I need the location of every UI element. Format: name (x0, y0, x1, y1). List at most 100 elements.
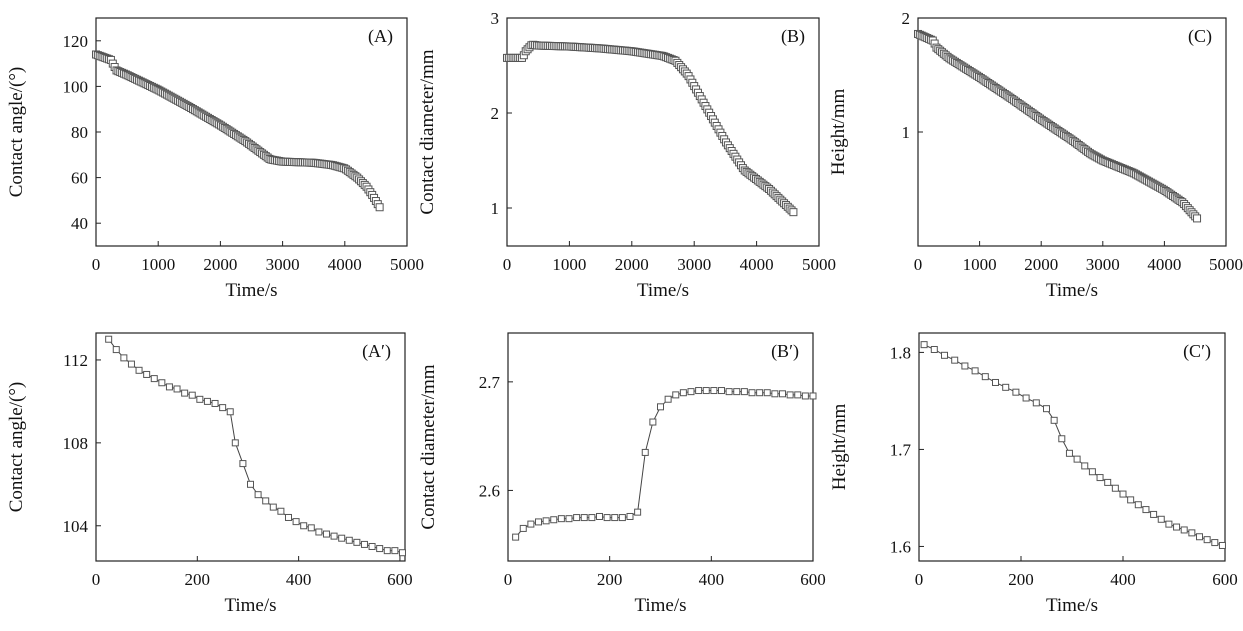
data-point (641, 448, 649, 456)
data-point (105, 335, 113, 343)
data-point (930, 345, 938, 353)
data-point (1088, 468, 1096, 476)
y-tick-label: 1 (902, 123, 911, 142)
chart-panel-b: 0 1000 2000 3000 4000 5000 1 2 3 Time/s Contact di… (417, 9, 836, 301)
data-point (360, 540, 368, 548)
data-point (687, 388, 695, 396)
y-tick-label: 120 (63, 32, 89, 51)
data-point (679, 389, 687, 397)
y-axis-title: Height/mm (829, 404, 850, 491)
data-point (1188, 529, 1196, 537)
data-point (771, 390, 779, 398)
data-point (219, 404, 227, 412)
data-point (603, 514, 611, 522)
y-tick-label: 60 (71, 169, 88, 188)
data-point (951, 356, 959, 364)
data-point (1058, 435, 1066, 443)
x-tick-label: 3000 (1086, 255, 1120, 274)
plot-frame (918, 332, 1226, 562)
data-point (1150, 510, 1158, 518)
data-point (203, 397, 211, 405)
x-tick-label: 5000 (1209, 255, 1243, 274)
y-tick-label: 1.6 (890, 537, 911, 556)
series-line (108, 338, 403, 554)
x-axis-title: Time/s (225, 280, 277, 301)
x-tick-label: 200 (185, 570, 211, 589)
data-point (165, 383, 173, 391)
data-point (269, 503, 277, 511)
data-point (1081, 462, 1089, 470)
data-point (748, 389, 756, 397)
data-point (284, 513, 292, 521)
y-axis-title: Contact diameter/mm (417, 49, 438, 214)
data-point (1002, 383, 1010, 391)
data-point (794, 391, 802, 399)
data-point (143, 370, 151, 378)
data-point (725, 388, 733, 396)
x-tick-label: 0 (914, 255, 923, 274)
data-point (226, 408, 234, 416)
data-point (557, 515, 565, 523)
data-point (262, 497, 270, 505)
data-point (733, 388, 741, 396)
data-point (1134, 501, 1142, 509)
data-point (1050, 416, 1058, 424)
data-point (786, 391, 794, 399)
data-point (809, 392, 817, 400)
panel-label: (A′) (362, 341, 391, 362)
data-point (376, 545, 384, 553)
x-tick-label: 5000 (390, 255, 424, 274)
y-tick-label: 2 (491, 104, 500, 123)
y-tick-label: 104 (63, 517, 89, 536)
data-point (961, 362, 969, 370)
data-point (718, 387, 725, 395)
x-axis-title: Time/s (1046, 595, 1098, 616)
data-point (649, 418, 657, 426)
data-point (1096, 474, 1104, 482)
y-tick-label: 3 (491, 9, 500, 28)
x-tick-label: 3000 (677, 255, 711, 274)
data-point (211, 399, 219, 407)
x-tick-label: 600 (1212, 570, 1238, 589)
data-point (277, 507, 285, 515)
data-point (920, 341, 928, 349)
data-point (1203, 536, 1211, 544)
panel-label: (C′) (1183, 341, 1211, 362)
y-tick-label: 40 (71, 214, 88, 233)
data-point (1111, 484, 1119, 492)
x-tick-label: 200 (1008, 570, 1034, 589)
data-point (247, 480, 254, 488)
data-point (1022, 394, 1030, 402)
data-point (112, 346, 120, 354)
plot-frame (507, 332, 814, 562)
data-point (763, 389, 771, 397)
x-tick-label: 600 (800, 570, 826, 589)
data-point (353, 538, 361, 546)
data-point (398, 549, 406, 557)
data-point (338, 534, 346, 542)
data-point (710, 387, 718, 395)
x-tick-label: 4000 (1147, 255, 1181, 274)
chart-panel-c: 0 1000 2000 3000 4000 5000 1 2 Time/s Height/mm (C… (828, 9, 1243, 301)
x-tick-label: 4000 (740, 255, 774, 274)
data-point (626, 512, 634, 520)
data-point (1211, 539, 1219, 547)
data-point (596, 512, 603, 520)
data-point (135, 366, 143, 374)
data-point (695, 387, 703, 395)
x-tick-label: 4000 (328, 255, 362, 274)
data-point (181, 389, 189, 397)
x-tick-label: 600 (387, 570, 413, 589)
data-point (1043, 405, 1050, 413)
data-point (672, 391, 680, 399)
data-point (618, 514, 626, 522)
data-point (292, 518, 300, 526)
data-point (120, 354, 128, 362)
data-point (322, 530, 330, 538)
data-point (315, 528, 323, 536)
y-axis-title: Contact angle/(°) (6, 382, 27, 513)
data-point (1196, 533, 1203, 541)
data-point (173, 385, 181, 393)
data-point (1173, 523, 1181, 531)
